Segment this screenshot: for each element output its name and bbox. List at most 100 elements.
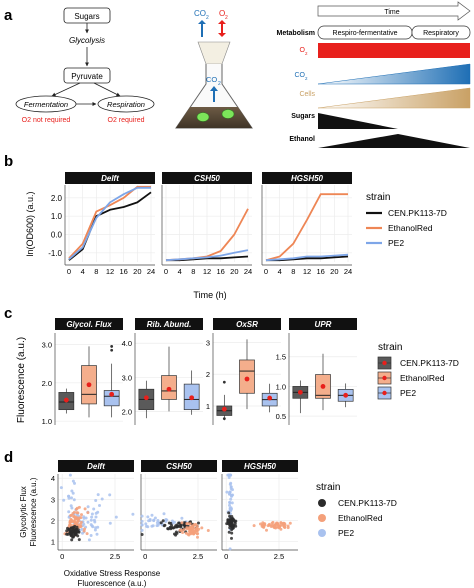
panel-label-a: a [4, 7, 13, 24]
scatter-point [108, 493, 112, 497]
panel-label-b: b [4, 153, 13, 170]
scatter-point [140, 528, 144, 532]
x-tick-label: 2.5 [193, 552, 203, 561]
x-tick-label: 8 [191, 267, 195, 276]
scatter-point [266, 524, 270, 528]
legend-label-cen-pk113-7d: CEN.PK113-7D [400, 358, 459, 368]
scatter-point [182, 523, 186, 527]
y-tick-label: 1.5 [276, 353, 286, 362]
svg-text:2: 2 [225, 15, 228, 21]
box-ethanolred [239, 339, 255, 410]
scatter-point [229, 485, 233, 489]
cotton-plug [197, 41, 231, 65]
point-cluster-pe2 [67, 473, 78, 518]
scatter-point [70, 506, 74, 510]
x-tick-label: 8 [94, 267, 98, 276]
scatter-point [188, 530, 192, 534]
scatter-point [228, 503, 231, 507]
scatter-point [94, 511, 98, 515]
box-mean-point [320, 384, 326, 389]
scatter-point [206, 529, 210, 532]
scatter-point [174, 533, 178, 537]
y-tick-label: 3 [206, 339, 210, 348]
outlier-point [110, 348, 114, 352]
legend-label-pe2: PE2 [338, 528, 354, 538]
point-cluster-cen-pk113-7d [65, 524, 81, 542]
scatter-point [169, 527, 173, 531]
o2-label: O 2 [219, 9, 228, 21]
scatter-point [83, 507, 87, 511]
legend-label-ethanolred: EthanolRed [338, 513, 383, 523]
svg-text:2: 2 [305, 76, 308, 81]
svg-text:Sugars: Sugars [291, 113, 315, 120]
y-tick-label: 1.0 [42, 417, 52, 426]
legend-key-mean [382, 360, 387, 366]
scatter-point [80, 513, 83, 517]
x-axis-title-line1: Oxidative Stress Response [64, 569, 161, 578]
phase-respiratory [411, 25, 471, 40]
y-tick-label: 3.0 [122, 373, 132, 382]
facet-title: OxSR [236, 320, 258, 329]
scatter-point [92, 507, 96, 511]
legend-key-ethanolred [318, 514, 326, 522]
y-tick-label: 2.0 [122, 407, 132, 416]
scatter-point [156, 519, 160, 522]
time-arrow-icon [317, 1, 471, 21]
scatter-point [95, 532, 99, 536]
scatter-point [96, 493, 100, 497]
pathway-diagram: Sugars Glycolysis Pyruvate Fermentation … [15, 7, 155, 124]
scatter-point [155, 524, 159, 528]
series-line-pe2 [165, 249, 249, 262]
facet-strip [141, 460, 217, 472]
x-tick-label: 24 [344, 267, 352, 276]
point-cluster-ethanolred [252, 520, 292, 532]
glycolysis-label: Glycolysis [69, 36, 105, 45]
x-axis-title: Time (h) [193, 290, 226, 300]
svg-text:2: 2 [206, 15, 209, 21]
scatter-point [231, 527, 234, 531]
x-tick-label: 8 [291, 267, 295, 276]
arrow-pyruvate-fermentation [51, 82, 81, 97]
co2-inner-label: CO 2 [206, 75, 221, 87]
scatter-point [77, 516, 81, 520]
legend-label-cen-pk113-7d: CEN.PK113-7D [338, 498, 397, 508]
scatter-point [94, 499, 98, 502]
y-tick-label: 1 [206, 402, 210, 411]
facet-title: HGSH50 [291, 174, 324, 183]
x-tick-label: 4 [178, 267, 182, 276]
x-tick-label: 4 [81, 267, 85, 276]
y-axis-title-line2: Fluorescence (a.u.) [29, 477, 38, 546]
scatter-point [79, 525, 83, 528]
scatter-point [76, 534, 80, 538]
scatter-point [234, 519, 238, 523]
facet-strip [162, 172, 252, 184]
scatter-point [275, 521, 279, 525]
respiration-label: Respiration [107, 100, 145, 109]
box-mean-point [189, 395, 195, 401]
respiration-ellipse [97, 95, 155, 113]
scatter-point [77, 530, 81, 534]
scatter-point [87, 538, 91, 542]
box-iqr [103, 390, 120, 407]
yeast-cell-icon [221, 109, 235, 119]
scatter-point [98, 504, 101, 507]
svg-text:O: O [219, 9, 225, 18]
scatter-point [230, 536, 233, 540]
y-tick-label: 1.0 [276, 382, 286, 391]
scatter-point [68, 529, 72, 533]
facet-title: CSH50 [194, 174, 220, 183]
o2-required-label: O2 required [108, 117, 145, 124]
scatter-point [86, 511, 90, 515]
scatter-point [140, 523, 144, 527]
box-mean-point [297, 389, 303, 395]
phase1-label: Respiro-fermentative [333, 30, 398, 37]
x-tick-label: 0 [143, 552, 147, 561]
co2-up-arrow-icon [198, 20, 206, 37]
legend-key-mean [382, 375, 387, 381]
panel-label-d: d [4, 449, 13, 466]
scatter-point [77, 538, 81, 542]
co2-wedge [317, 63, 471, 85]
facet-upr: UPR 0.5 1.0 1.5 [276, 318, 357, 425]
series-line-cen-pk113-7d [68, 191, 152, 261]
scatter-point [140, 519, 144, 523]
